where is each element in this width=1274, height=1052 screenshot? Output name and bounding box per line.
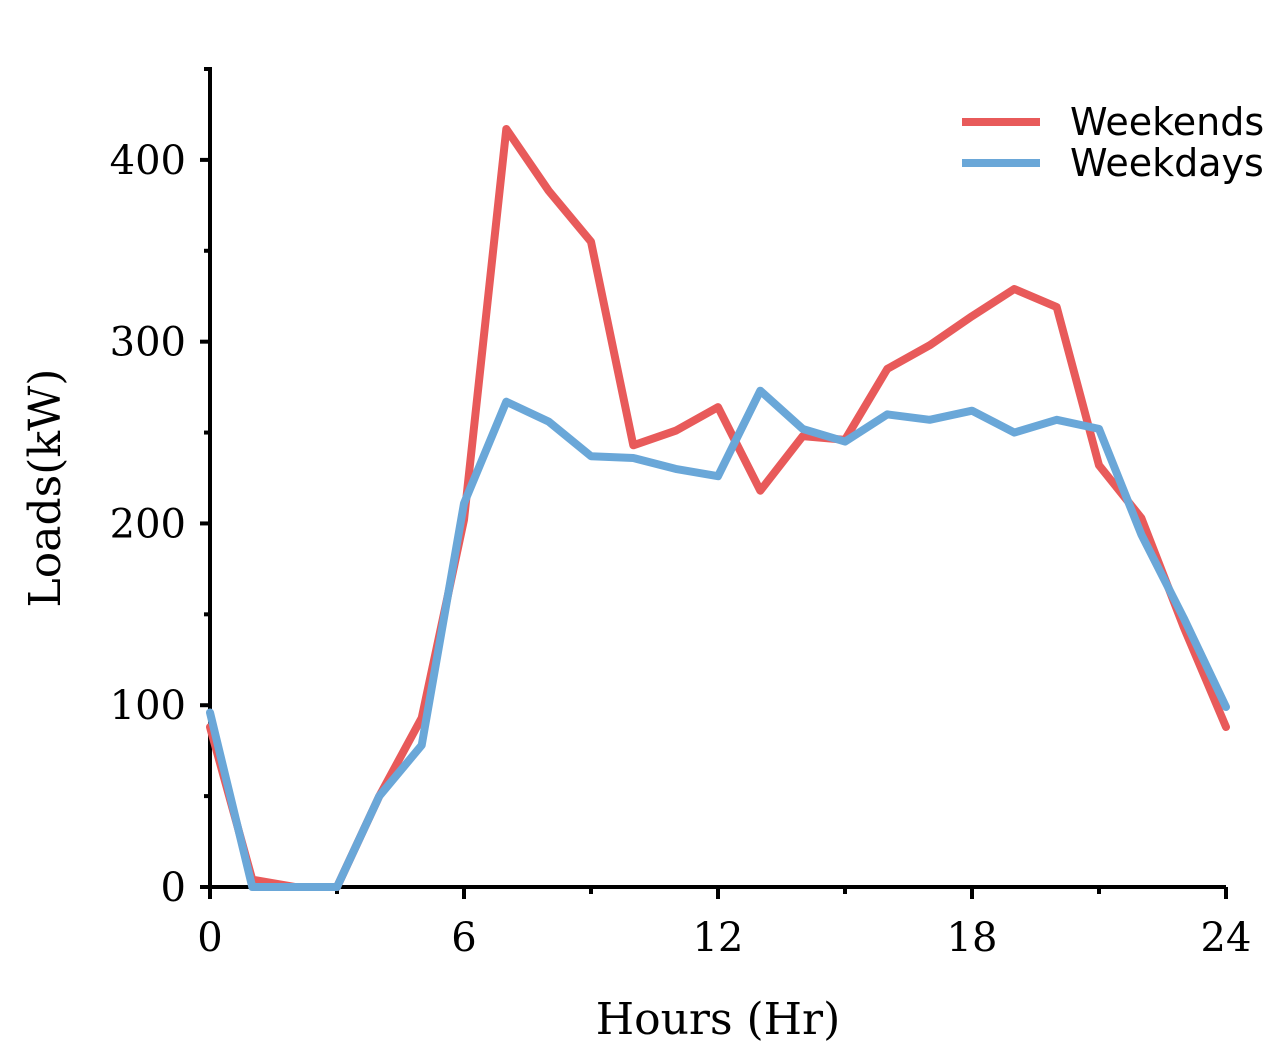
- y-tick-label: 300: [110, 320, 186, 366]
- series-line-weekdays: [206, 386, 1230, 891]
- x-axis-title: Hours (Hr): [596, 994, 841, 1045]
- axes: 0 100 200 300 400 0 6 12 18 24: [110, 67, 1252, 961]
- x-tick-label: 0: [197, 915, 222, 961]
- x-tick-label: 24: [1201, 915, 1252, 961]
- y-tick-label: 100: [110, 683, 186, 729]
- y-tick-label: 400: [110, 138, 186, 184]
- y-axis-title: Loads(kW): [20, 369, 71, 608]
- legend-label-weekdays: Weekdays: [1070, 141, 1264, 185]
- y-tick-label: 0: [161, 865, 186, 911]
- y-tick-label: 200: [110, 501, 186, 547]
- x-tick-label: 12: [693, 915, 744, 961]
- x-tick-label: 6: [451, 915, 476, 961]
- series-line-weekends: [206, 125, 1230, 891]
- series-group: [206, 125, 1230, 891]
- x-tick-label: 18: [947, 915, 998, 961]
- legend-label-weekends: Weekends: [1070, 100, 1264, 144]
